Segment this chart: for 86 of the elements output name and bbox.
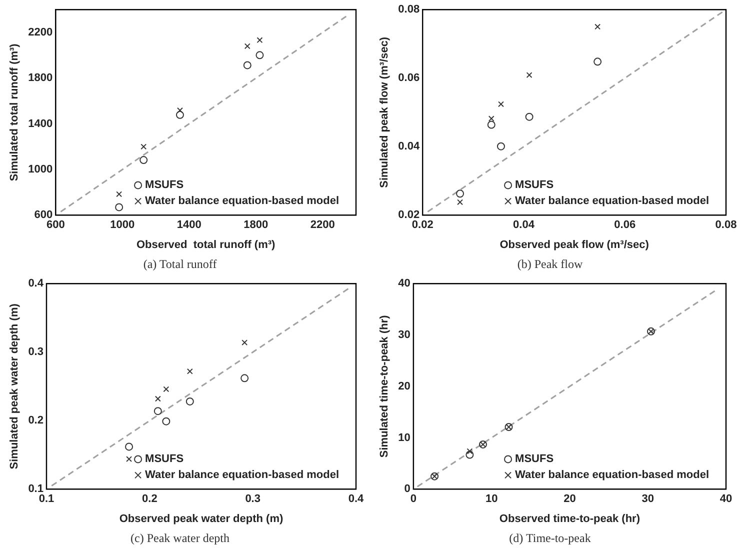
y-tick-label: 0.06 bbox=[398, 72, 420, 84]
legend-label: Water balance equation-based model bbox=[145, 469, 339, 482]
point bbox=[125, 442, 134, 451]
x-axis-title: Observed time-to-peak (hr) bbox=[499, 513, 640, 526]
x-axis-title: Observed total runoff (m³) bbox=[136, 239, 276, 252]
point bbox=[256, 37, 263, 44]
point bbox=[176, 110, 184, 119]
text: (d) Time-to-peak bbox=[509, 530, 591, 545]
point bbox=[243, 61, 252, 70]
legend-label: MSUFS bbox=[515, 453, 554, 466]
point bbox=[163, 386, 170, 392]
point bbox=[457, 199, 464, 206]
point bbox=[488, 116, 494, 122]
x-axis-title: Observed peak flow (m³/sec) bbox=[500, 239, 650, 252]
y-tick-label: 0.3 bbox=[28, 346, 44, 358]
point bbox=[186, 368, 193, 374]
point bbox=[244, 43, 250, 50]
x-tick-label: 0.4 bbox=[348, 492, 365, 505]
x-tick-label: 1400 bbox=[176, 218, 202, 231]
y-tick-label: 40 bbox=[398, 278, 410, 290]
point bbox=[116, 191, 122, 198]
point bbox=[496, 142, 505, 150]
y-tick-label: 0.08 bbox=[398, 4, 420, 16]
y-tick-label: 1400 bbox=[28, 118, 53, 130]
legend-label: MSUFS bbox=[145, 179, 184, 192]
legend-label: Water balance equation-based model bbox=[515, 195, 709, 208]
x-tick-label: 40 bbox=[720, 492, 732, 505]
point bbox=[256, 51, 264, 60]
x-tick-label: 2200 bbox=[310, 218, 335, 231]
point bbox=[456, 190, 464, 198]
x-tick-label: 0.06 bbox=[614, 218, 636, 231]
point bbox=[526, 72, 532, 78]
x-tick-label: 0.04 bbox=[513, 218, 536, 231]
point bbox=[186, 397, 194, 406]
point bbox=[240, 374, 249, 382]
point bbox=[525, 112, 534, 121]
point bbox=[126, 456, 132, 462]
y-tick-label: 0.02 bbox=[398, 209, 420, 222]
point bbox=[154, 396, 161, 402]
x-axis-title: Observed peak water depth (m) bbox=[119, 513, 284, 526]
legend-label: MSUFS bbox=[515, 179, 554, 192]
x-tick-label: 0.02 bbox=[412, 218, 434, 231]
y-tick-label: 2200 bbox=[28, 26, 53, 38]
y-tick-label: 1000 bbox=[28, 164, 53, 176]
point bbox=[594, 58, 602, 66]
point bbox=[162, 417, 170, 426]
y-tick-label: 10 bbox=[398, 432, 410, 444]
y-tick-label: 600 bbox=[34, 209, 53, 222]
point bbox=[140, 156, 148, 164]
point bbox=[115, 203, 124, 212]
y-axis-title: Simulated time-to-peak (hr) bbox=[378, 314, 391, 458]
point bbox=[242, 340, 248, 346]
x-tick-label: 10 bbox=[485, 492, 498, 505]
x-tick-label: 30 bbox=[642, 492, 654, 505]
text: (a) Total runoff bbox=[143, 256, 217, 271]
text: (b) Peak flow bbox=[517, 256, 583, 271]
legend-label: Water balance equation-based model bbox=[515, 469, 709, 482]
y-tick-label: 20 bbox=[398, 380, 410, 392]
text: (c) Peak water depth bbox=[130, 530, 230, 545]
y-tick-label: 0.04 bbox=[398, 140, 420, 153]
point bbox=[594, 24, 601, 30]
x-tick-label: 0.08 bbox=[715, 218, 737, 231]
x-tick-label: 20 bbox=[564, 492, 576, 505]
point bbox=[466, 450, 474, 459]
x-tick-label: 1000 bbox=[110, 218, 135, 231]
y-tick-label: 30 bbox=[398, 329, 410, 342]
y-tick-label: 1800 bbox=[28, 72, 53, 84]
y-tick-label: 0.1 bbox=[28, 483, 44, 496]
legend-label: Water balance equation-based model bbox=[145, 195, 339, 208]
legend-label: MSUFS bbox=[145, 453, 184, 466]
y-tick-label: 0 bbox=[404, 483, 410, 496]
point bbox=[154, 407, 162, 416]
y-axis-title: Simulated peak water depth (m) bbox=[8, 303, 21, 470]
x-tick-label: 0.2 bbox=[142, 492, 158, 505]
x-tick-label: 0.3 bbox=[245, 492, 260, 505]
point bbox=[498, 101, 504, 108]
y-axis-title: Simulated total runoff (m³) bbox=[8, 43, 21, 182]
point bbox=[177, 107, 183, 114]
point bbox=[487, 120, 496, 129]
x-tick-label: 1800 bbox=[244, 218, 268, 231]
y-tick-label: 0.2 bbox=[28, 414, 44, 427]
point bbox=[466, 448, 473, 454]
y-tick-label: 0.4 bbox=[28, 278, 44, 290]
x-tick-label: 600 bbox=[46, 218, 65, 231]
y-axis-title: Simulated peak flow (m³/sec) bbox=[378, 36, 391, 188]
point bbox=[140, 144, 147, 150]
